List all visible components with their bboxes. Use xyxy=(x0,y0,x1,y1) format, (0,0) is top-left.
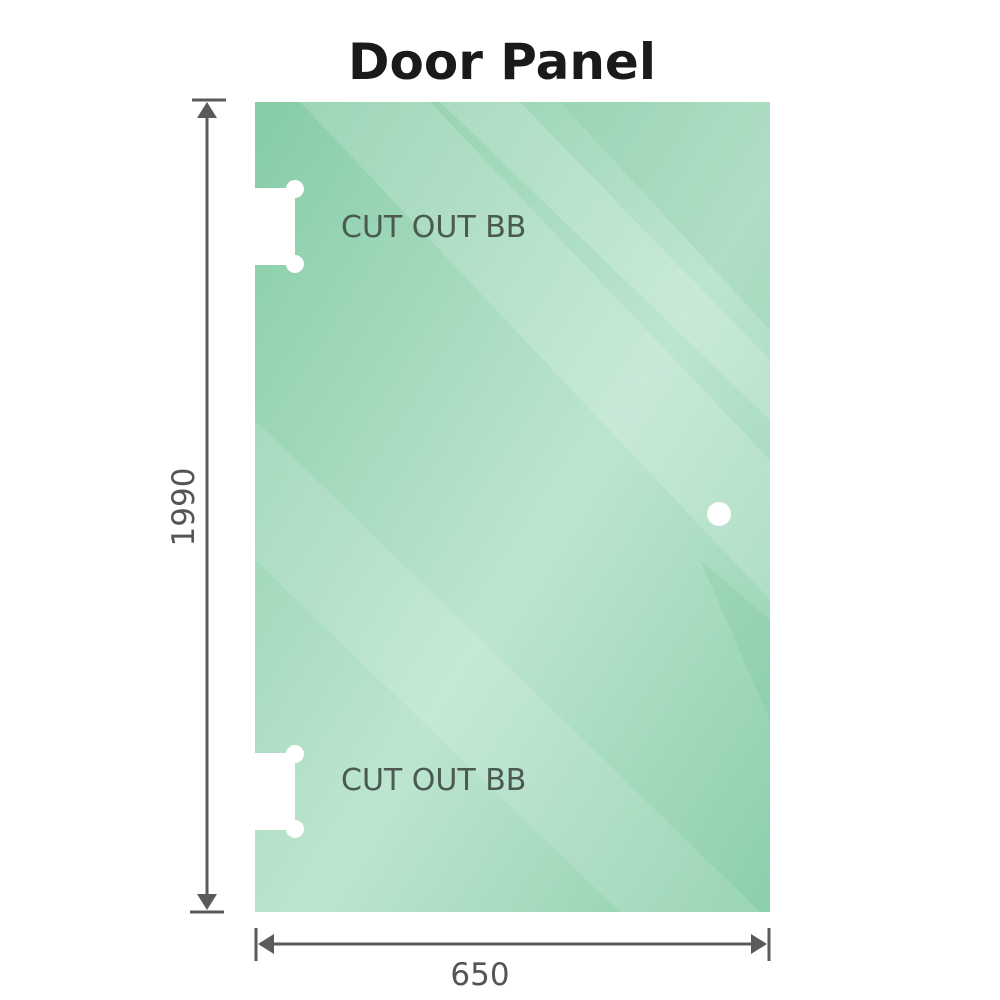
glass-panel xyxy=(255,102,770,912)
page-title: Door Panel xyxy=(348,33,656,91)
width-dimension-line xyxy=(254,928,771,961)
width-dimension-label: 650 xyxy=(450,957,509,993)
cutout-label-bottom: CUT OUT BB xyxy=(341,763,526,798)
cutout-bottom xyxy=(255,745,304,838)
cutout-top xyxy=(255,180,304,273)
height-dimension-label: 1990 xyxy=(166,468,202,547)
height-dimension-line xyxy=(190,98,226,914)
handle-hole xyxy=(707,502,731,526)
cutout-label-top: CUT OUT BB xyxy=(341,210,526,245)
